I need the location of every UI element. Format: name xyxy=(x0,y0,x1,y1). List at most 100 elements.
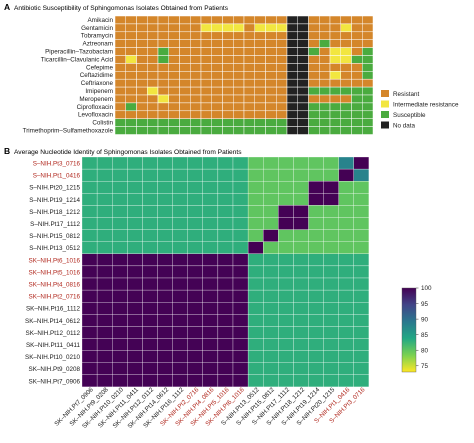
ani-cell xyxy=(217,374,234,388)
susceptibility-cell xyxy=(157,55,169,64)
ani-cell xyxy=(293,229,309,242)
susceptibility-cell xyxy=(276,55,288,64)
ani-cell xyxy=(202,168,219,182)
ani-cell xyxy=(112,326,128,339)
susceptibility-cell xyxy=(265,23,277,33)
susceptibility-cell xyxy=(319,110,331,119)
susceptibility-cell xyxy=(157,78,169,88)
ani-cell xyxy=(232,253,249,267)
susceptibility-cell xyxy=(265,94,277,104)
antibiotic-label: Imipenem xyxy=(85,88,113,95)
susceptibility-cell xyxy=(147,102,159,112)
susceptibility-cell xyxy=(190,39,202,48)
ani-cell xyxy=(232,205,249,218)
ani-cell xyxy=(278,362,294,375)
susceptibility-cell xyxy=(222,118,234,127)
susceptibility-cell xyxy=(308,23,320,33)
susceptibility-cell xyxy=(190,31,202,40)
susceptibility-cell xyxy=(157,86,169,96)
susceptibility-cell xyxy=(286,102,298,112)
susceptibility-cell xyxy=(265,31,277,40)
susceptibility-cell xyxy=(200,94,212,104)
ani-row-label: S–NIH.Pt17_1112 xyxy=(30,221,80,228)
susceptibility-cell xyxy=(308,39,320,48)
ani-cell xyxy=(127,229,143,242)
ani-cell xyxy=(263,181,279,194)
ani-cell xyxy=(172,314,188,327)
ani-cell xyxy=(308,181,324,194)
susceptibility-cell xyxy=(190,86,202,96)
ani-cell xyxy=(142,314,158,327)
ani-cell xyxy=(142,193,158,206)
ani-cell xyxy=(293,277,309,291)
panel-b-letter: B xyxy=(4,146,10,156)
susceptibility-cell xyxy=(125,118,137,127)
ani-cell xyxy=(142,181,158,194)
ani-cell xyxy=(96,229,113,242)
susceptibility-cell xyxy=(114,94,126,104)
susceptibility-cell xyxy=(233,63,245,72)
ani-cell xyxy=(263,193,279,206)
ani-cell xyxy=(172,217,188,230)
ani-cell xyxy=(278,326,294,339)
susceptibility-cell xyxy=(319,23,331,33)
susceptibility-cell xyxy=(136,39,148,48)
susceptibility-cell xyxy=(286,126,298,135)
susceptibility-cell xyxy=(136,110,148,119)
susceptibility-cell xyxy=(243,39,255,48)
ani-cell xyxy=(127,217,143,230)
susceptibility-cell xyxy=(179,31,191,40)
ani-cell xyxy=(323,156,339,170)
ani-row-labels: S–NIH.Pt3_0716 S–NIH.Pt1_0416 S–NIH.Pt20_1… xyxy=(25,160,80,385)
ani-cell xyxy=(217,241,234,254)
ani-cell xyxy=(81,362,98,375)
ani-cell xyxy=(217,253,234,267)
ani-cell xyxy=(112,374,128,388)
ani-cell xyxy=(353,326,370,339)
ani-cell xyxy=(232,374,249,388)
ani-cell xyxy=(247,181,264,194)
ani-cell xyxy=(217,205,234,218)
ani-cell xyxy=(338,253,354,267)
susceptibility-cell xyxy=(286,15,298,25)
ani-cell xyxy=(293,168,309,182)
susceptibility-cell xyxy=(125,63,137,72)
ani-cell xyxy=(202,326,219,339)
susceptibility-cell xyxy=(362,31,374,40)
ani-cell xyxy=(278,156,294,170)
susceptibility-cell xyxy=(233,47,245,56)
ani-cell xyxy=(96,265,113,279)
susceptibility-cell xyxy=(340,110,352,119)
susceptibility-cell xyxy=(233,126,245,135)
ani-cell xyxy=(293,253,309,267)
ani-cell xyxy=(112,205,128,218)
susceptibility-cell xyxy=(147,23,159,33)
ani-cell xyxy=(293,362,309,375)
antibiotic-label: Cefepime xyxy=(86,64,113,71)
susceptibility-cell xyxy=(190,71,202,80)
ani-cell xyxy=(323,253,339,267)
susceptibility-cell xyxy=(276,39,288,48)
susceptibility-cell xyxy=(340,23,352,33)
antibiotic-label: Colistin xyxy=(92,120,113,127)
ani-cell xyxy=(81,277,98,291)
susceptibility-cell xyxy=(179,71,191,80)
ani-cell xyxy=(323,205,339,218)
ani-cell xyxy=(217,350,234,363)
ani-cell xyxy=(308,241,324,254)
susceptibility-cell xyxy=(125,78,137,88)
susceptibility-cell xyxy=(179,86,191,96)
ani-cell xyxy=(96,326,113,339)
ani-cell xyxy=(127,302,143,315)
ani-cell xyxy=(217,229,234,242)
susceptibility-cell xyxy=(147,15,159,25)
susceptibility-cell xyxy=(190,47,202,56)
ani-cell xyxy=(127,265,143,279)
ani-cell xyxy=(308,350,324,363)
ani-cell xyxy=(263,241,279,254)
ani-cell xyxy=(142,168,158,182)
ani-cell xyxy=(81,265,98,279)
susceptibility-cell xyxy=(125,126,137,135)
susceptibility-cell xyxy=(125,71,137,80)
susceptibility-cell xyxy=(329,126,341,135)
